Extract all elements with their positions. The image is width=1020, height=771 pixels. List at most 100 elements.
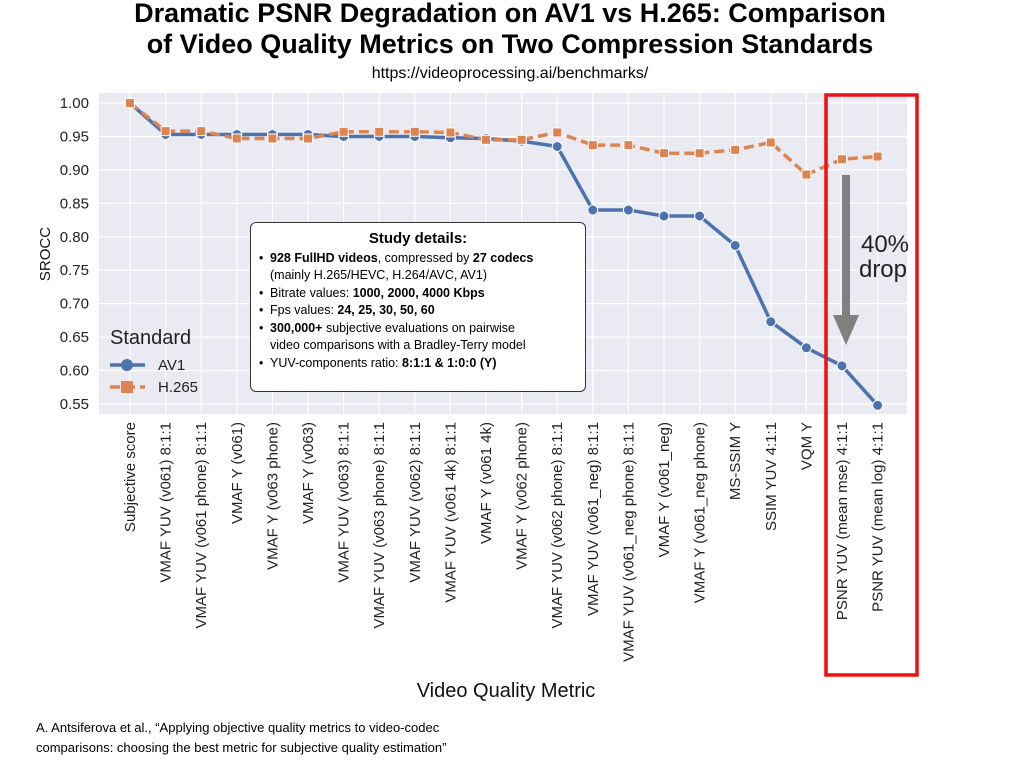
x-tick-label: VMAF Y (v063 phone) bbox=[264, 422, 281, 570]
legend-items: AV1 H.265 bbox=[110, 357, 198, 396]
x-tick-label: SSIM YUV 4:1:1 bbox=[763, 422, 780, 531]
data-point-av1 bbox=[836, 360, 848, 372]
data-point-av1 bbox=[694, 210, 706, 222]
x-tick-label: VMAF Y (v063) bbox=[300, 422, 317, 524]
citation-line2: comparisons: choosing the best metric fo… bbox=[36, 740, 447, 755]
citation-line1: A. Antsiferova et al., “Applying objecti… bbox=[36, 720, 440, 735]
x-tick-label: Subjective score bbox=[122, 422, 139, 532]
data-point-h265 bbox=[338, 126, 349, 137]
y-tick-label: 0.95 bbox=[60, 128, 89, 145]
x-tick-label: VMAF YUV (v062) 8:1:1 bbox=[407, 422, 424, 583]
data-point-h265 bbox=[730, 144, 741, 155]
x-tick-label: VMAF YUV (v061) 8:1:1 bbox=[158, 422, 175, 583]
y-tick-label: 1.00 bbox=[60, 95, 89, 112]
data-point-h265 bbox=[765, 137, 776, 148]
study-detail-item: Fps values: 24, 25, 30, 50, 60 bbox=[259, 302, 577, 320]
study-detail-item: 300,000+ subjective evaluations on pairw… bbox=[259, 320, 577, 338]
data-point-av1 bbox=[872, 399, 884, 411]
x-tick-label: VMAF Y (v061_neg phone) bbox=[692, 422, 709, 603]
x-tick-label: VMAF YUV (v061 phone) 8:1:1 bbox=[193, 422, 210, 629]
data-point-av1 bbox=[622, 204, 634, 216]
data-point-h265 bbox=[694, 148, 705, 159]
study-details-title: Study details: bbox=[368, 230, 468, 247]
x-axis-ticks: Subjective score VMAF YUV (v061) 8:1:1 VMA… bbox=[122, 422, 887, 662]
data-point-av1 bbox=[658, 210, 670, 222]
x-tick-label: VMAF YUV (v063 phone) 8:1:1 bbox=[371, 422, 388, 629]
x-axis-label: Video Quality Metric bbox=[417, 680, 596, 702]
x-tick-label: PSNR YUV (mean mse) 4:1:1 bbox=[834, 422, 851, 620]
study-details-box: Study details: 928 FullHD videos, compre… bbox=[250, 222, 586, 392]
series-line-av1 bbox=[128, 101, 879, 407]
data-point-h265 bbox=[481, 134, 491, 145]
x-tick-label: VMAF YUV (v061 4k) 8:1:1 bbox=[442, 422, 459, 603]
study-detail-continuation: (mainly H.265/HEVC, H.264/AVC, AV1) bbox=[270, 268, 487, 282]
series-layer bbox=[124, 97, 884, 411]
data-point-av1 bbox=[551, 141, 563, 152]
data-point-h265 bbox=[623, 140, 634, 151]
study-detail-item: YUV-components ratio: 8:1:1 & 1:0:0 (Y) bbox=[259, 355, 577, 373]
psnr-highlight-box bbox=[824, 93, 919, 677]
x-tick-label: PSNR YUV (mean log) 4:1:1 bbox=[870, 422, 887, 612]
x-tick-label: VMAF YUV (v063) 8:1:1 bbox=[336, 422, 353, 583]
data-point-h265 bbox=[374, 126, 385, 137]
annotations: 40% drop bbox=[824, 93, 919, 677]
data-point-av1 bbox=[587, 204, 599, 216]
data-point-h265 bbox=[303, 133, 313, 144]
y-tick-label: 0.90 bbox=[60, 162, 89, 179]
data-point-h265 bbox=[231, 133, 242, 144]
study-detail-item: 928 FullHD videos, compressed by 27 code… bbox=[259, 250, 577, 268]
data-point-h265 bbox=[516, 134, 527, 145]
y-axis-label: SROCC bbox=[37, 227, 54, 281]
drop-word-label: drop bbox=[859, 256, 907, 283]
y-tick-label: 0.55 bbox=[60, 396, 89, 413]
series-line-h265 bbox=[128, 101, 878, 177]
data-point-h265 bbox=[125, 98, 135, 109]
data-point-h265 bbox=[837, 154, 847, 165]
data-point-av1 bbox=[765, 316, 777, 328]
y-tick-label: 0.75 bbox=[60, 262, 89, 279]
y-tick-label: 0.60 bbox=[60, 363, 89, 380]
data-point-av1 bbox=[800, 342, 812, 354]
study-details-list: 928 FullHD videos, compressed by 27 code… bbox=[259, 250, 577, 373]
data-point-h265 bbox=[872, 151, 883, 162]
drop-arrow-icon bbox=[833, 315, 859, 345]
legend-label: H.265 bbox=[158, 379, 198, 396]
legend: Standard AV1 H.265 bbox=[110, 327, 198, 396]
x-tick-label: MS-SSIM Y bbox=[727, 422, 744, 500]
data-point-h265 bbox=[587, 140, 598, 151]
x-tick-label: VQM Y bbox=[798, 422, 815, 470]
data-point-h265 bbox=[552, 127, 563, 138]
x-tick-label: VMAF Y (v061_neg) bbox=[656, 422, 673, 557]
data-point-av1 bbox=[729, 239, 741, 251]
y-tick-label: 0.85 bbox=[60, 195, 89, 212]
drop-percent-label: 40% bbox=[861, 231, 909, 258]
data-point-h265 bbox=[267, 133, 278, 144]
data-point-h265 bbox=[196, 126, 207, 137]
data-point-h265 bbox=[659, 148, 669, 159]
data-point-h265 bbox=[409, 126, 420, 137]
x-tick-label: VMAF YUV (v062 phone) 8:1:1 bbox=[549, 422, 566, 629]
x-tick-label: VMAF YUV (v061_neg) 8:1:1 bbox=[585, 422, 602, 616]
data-point-h265 bbox=[160, 126, 171, 137]
x-tick-label: VMAF Y (v062 phone) bbox=[514, 422, 531, 570]
citation: A. Antsiferova et al., “Applying objecti… bbox=[36, 718, 656, 758]
y-tick-label: 0.80 bbox=[60, 229, 89, 246]
chart-subtitle: https://videoprocessing.ai/benchmarks/ bbox=[372, 65, 649, 82]
legend-label: AV1 bbox=[158, 357, 185, 374]
data-point-h265 bbox=[445, 127, 456, 138]
y-axis-ticks: 0.55 0.60 0.65 0.70 0.75 0.80 0.85 0.90 0.95 1.00 bbox=[60, 95, 89, 413]
x-tick-label: VMAF YUV (v061_neg phone) 8:1:1 bbox=[620, 422, 637, 662]
chart-title-line1: Dramatic PSNR Degradation on AV1 vs H.26… bbox=[134, 0, 886, 28]
y-tick-label: 0.70 bbox=[60, 296, 89, 313]
y-tick-label: 0.65 bbox=[60, 329, 89, 346]
x-tick-label: VMAF Y (v061) bbox=[229, 422, 246, 524]
data-point-h265 bbox=[801, 169, 812, 180]
chart-title-line2: of Video Quality Metrics on Two Compress… bbox=[147, 29, 874, 59]
legend-marker-circle-icon bbox=[121, 359, 133, 371]
study-detail-continuation: video comparisons with a Bradley-Terry m… bbox=[270, 338, 526, 352]
study-detail-item: Bitrate values: 1000, 2000, 4000 Kbps bbox=[259, 285, 577, 303]
legend-marker-square-icon bbox=[121, 381, 133, 393]
x-tick-label: VMAF Y (v061 4k) bbox=[478, 422, 495, 544]
legend-title: Standard bbox=[110, 327, 191, 349]
